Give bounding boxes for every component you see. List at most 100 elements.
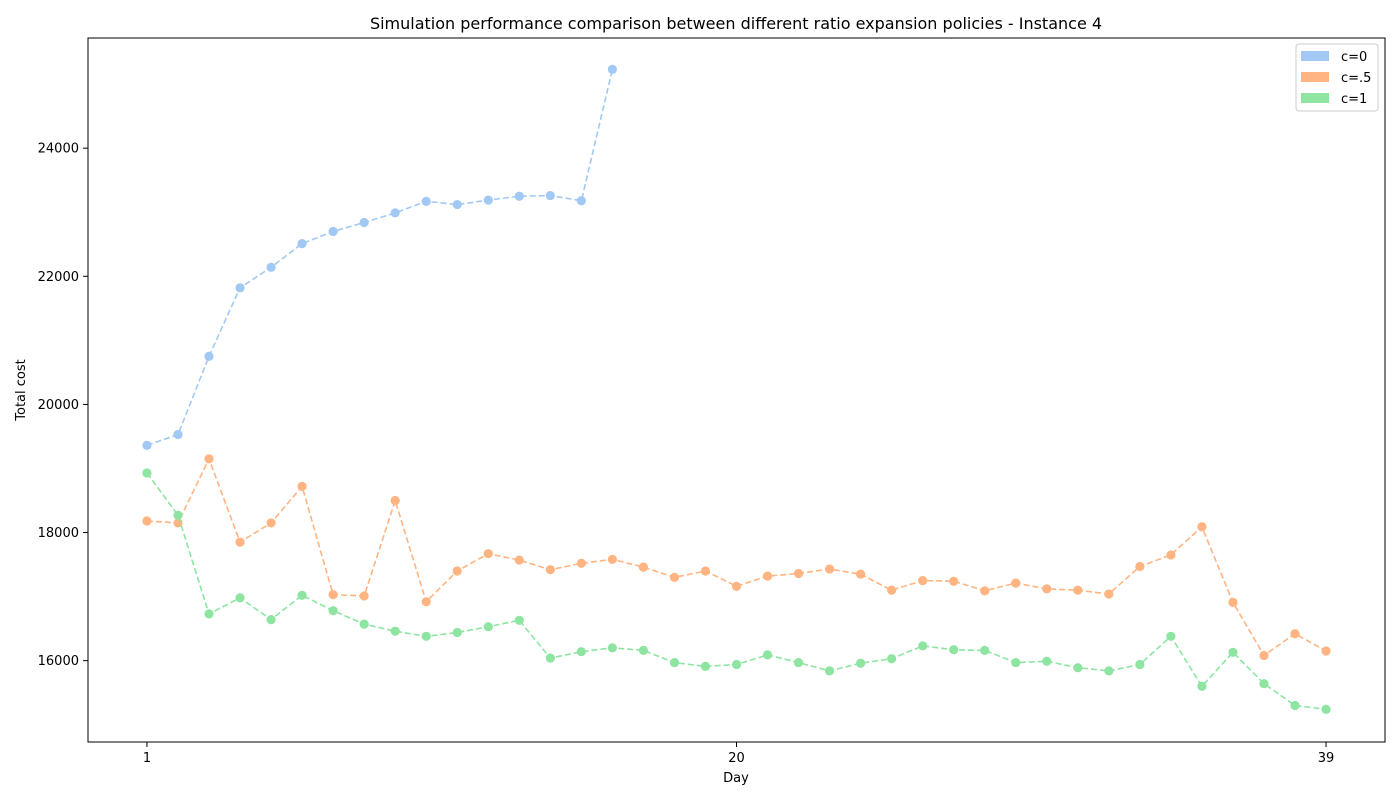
data-point <box>359 217 369 228</box>
data-point <box>887 654 897 664</box>
data-point <box>1042 584 1052 594</box>
data-point <box>545 190 555 201</box>
data-point <box>638 562 649 572</box>
data-point <box>762 571 773 581</box>
data-point <box>669 657 680 668</box>
data-point <box>390 208 400 218</box>
data-point <box>1259 650 1269 661</box>
data-point <box>421 631 431 641</box>
data-point <box>204 351 214 361</box>
data-point <box>483 549 493 559</box>
data-point <box>1290 629 1300 639</box>
data-point <box>1166 550 1176 560</box>
data-point <box>452 566 462 576</box>
data-point <box>235 537 245 547</box>
data-point <box>235 283 245 293</box>
data-point <box>142 516 152 526</box>
data-point <box>173 429 183 440</box>
data-point <box>918 641 928 651</box>
chart-title: Simulation performance comparison betwee… <box>370 14 1102 33</box>
data-point <box>142 440 152 451</box>
data-point <box>638 645 649 655</box>
series-line <box>146 69 614 447</box>
data-point <box>576 558 586 568</box>
data-point <box>328 226 338 237</box>
data-point <box>700 566 711 576</box>
data-point <box>266 262 276 272</box>
data-point <box>949 645 959 655</box>
data-point <box>793 568 804 579</box>
data-point <box>1197 681 1207 691</box>
legend-label: c=.5 <box>1341 71 1371 86</box>
data-point <box>452 627 462 638</box>
data-point <box>266 615 276 625</box>
data-point <box>328 590 338 600</box>
plot-area-frame <box>87 37 1386 743</box>
data-point <box>669 572 680 582</box>
y-tick-label: 24000 <box>38 142 79 157</box>
data-point <box>576 196 586 206</box>
data-point <box>235 593 245 603</box>
data-point <box>1321 646 1331 656</box>
legend: c=0 c=.5 c=1 <box>1295 43 1379 112</box>
data-point <box>297 239 307 249</box>
data-point <box>980 586 990 596</box>
data-point <box>359 619 369 629</box>
x-tick-label: 20 <box>728 751 745 766</box>
data-point <box>297 481 307 492</box>
data-point <box>452 199 462 210</box>
data-point <box>390 626 400 636</box>
data-point <box>514 191 524 201</box>
data-point <box>1228 597 1238 607</box>
legend-swatch <box>1301 72 1329 82</box>
data-point <box>204 454 214 464</box>
data-point <box>514 555 524 565</box>
data-point <box>1011 657 1021 668</box>
data-point <box>1135 561 1145 572</box>
data-point <box>1104 666 1114 676</box>
x-tick-label: 39 <box>1318 751 1335 766</box>
data-point <box>483 622 493 632</box>
series-c=0 <box>142 64 617 451</box>
data-point <box>545 565 555 575</box>
data-point <box>1321 704 1331 714</box>
series-layer <box>142 64 1331 714</box>
data-point <box>856 658 866 668</box>
data-point <box>918 575 928 586</box>
data-point <box>545 653 555 663</box>
data-point <box>1042 656 1052 666</box>
data-point <box>824 666 835 676</box>
data-point <box>390 495 400 506</box>
series-c=1 <box>142 468 1331 714</box>
data-point <box>1259 679 1269 689</box>
data-point <box>731 659 742 670</box>
data-point <box>1166 631 1176 641</box>
data-point <box>328 606 338 616</box>
data-point <box>204 609 214 619</box>
data-point <box>576 647 586 657</box>
series-line <box>146 472 1327 711</box>
data-point <box>1228 647 1238 657</box>
data-point <box>949 576 959 586</box>
data-point <box>887 585 897 595</box>
y-tick-label: 16000 <box>38 654 79 669</box>
data-point <box>359 591 369 601</box>
data-point <box>1073 663 1083 673</box>
data-point <box>607 554 617 565</box>
data-point <box>1135 659 1145 670</box>
data-point <box>142 468 152 478</box>
data-point <box>607 64 617 74</box>
data-point <box>1197 522 1207 532</box>
x-axis-label: Day <box>723 771 749 786</box>
data-point <box>173 510 183 520</box>
y-tick-label: 22000 <box>38 270 79 285</box>
data-point <box>700 661 711 672</box>
data-point <box>1011 578 1021 588</box>
data-point <box>793 657 804 668</box>
axes-layer: 1 20 39 16000 18000 20000 22000 24000 <box>38 142 1335 766</box>
data-point <box>483 195 493 205</box>
y-axis-label: Total cost <box>14 359 29 421</box>
legend-swatch <box>1301 51 1329 61</box>
data-point <box>1104 589 1114 599</box>
